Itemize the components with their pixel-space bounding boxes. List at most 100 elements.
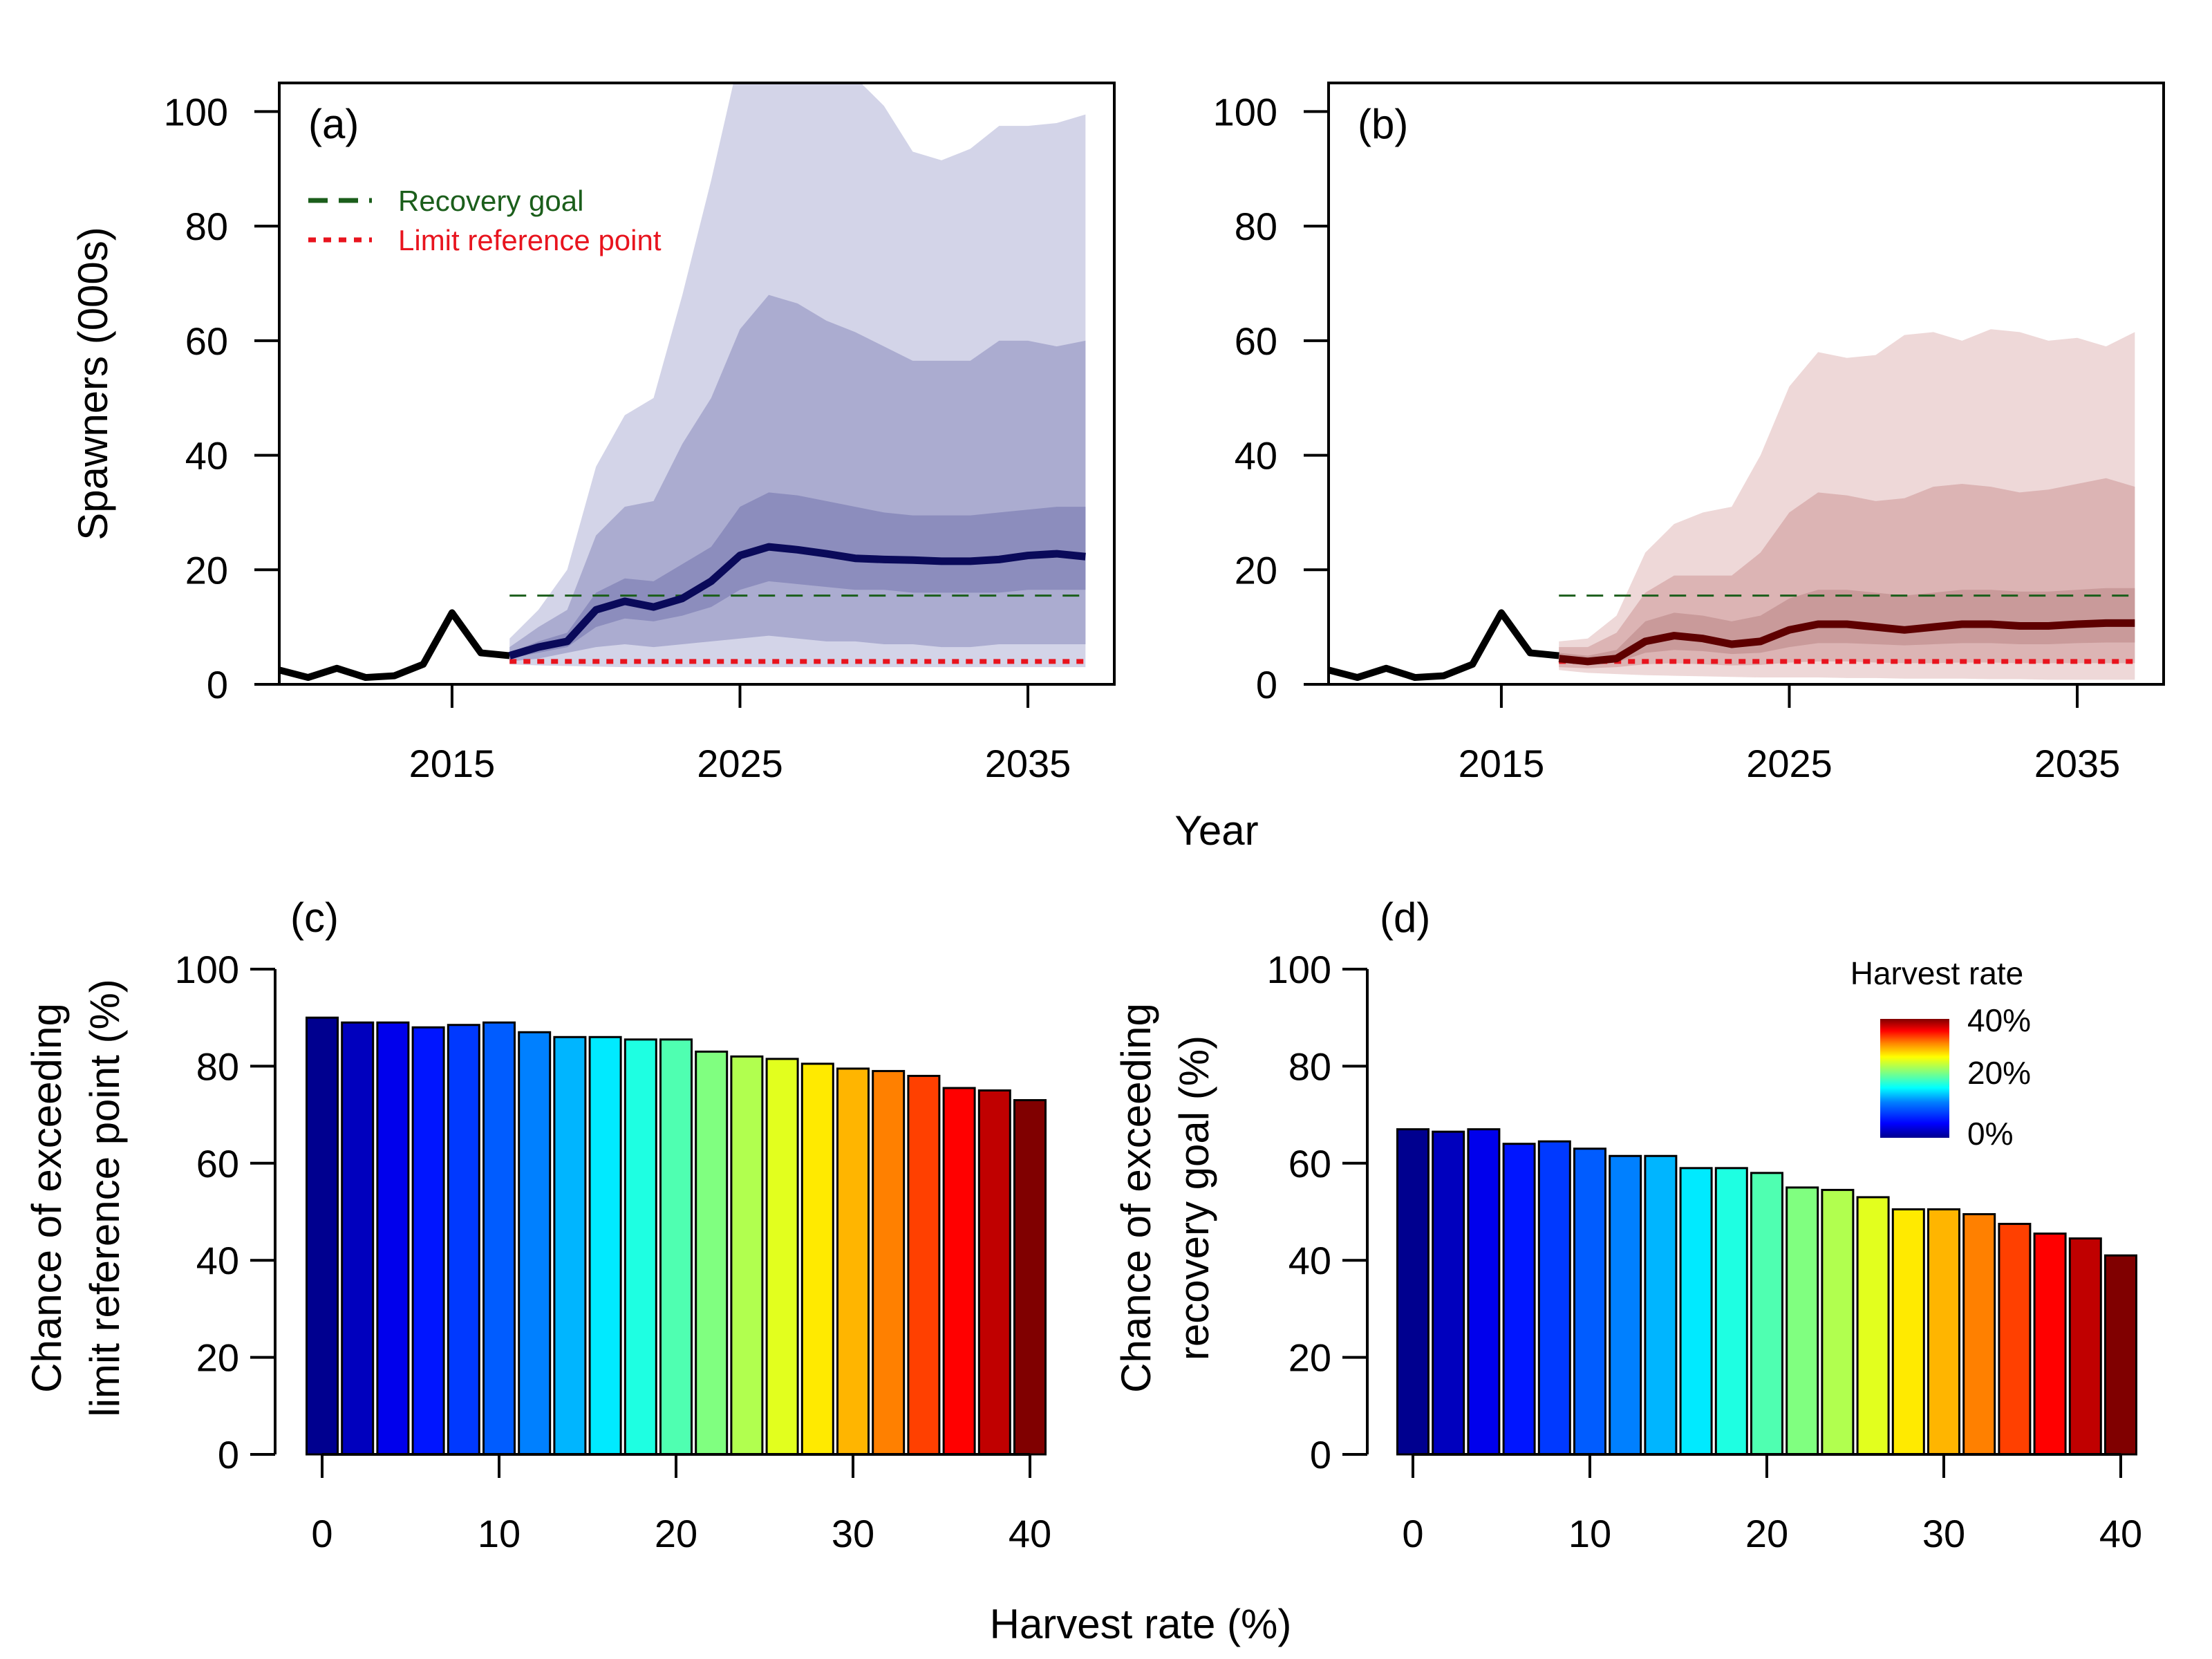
panel-a-frame: [278, 82, 1116, 686]
y-tick-label: 80: [196, 1044, 239, 1088]
y-tick-label: 60: [1288, 1142, 1331, 1185]
panel-c-letter: (c): [290, 894, 339, 941]
bar-harvest-30: [1927, 1208, 1960, 1456]
colorbar-gradient: [1880, 1019, 1949, 1138]
bar-harvest-26: [1856, 1196, 1890, 1456]
panel-a-projection-bands: [509, 83, 1086, 668]
bar-harvest-20: [659, 1038, 693, 1456]
bar-harvest-8: [1537, 1140, 1571, 1456]
panel-a-lines: [278, 543, 1086, 682]
year-axis-title: Year: [1174, 807, 1258, 854]
bar-harvest-22: [695, 1050, 729, 1456]
panel-c-y-axis-title-line1: Chance of exceeding: [24, 1003, 70, 1393]
panel-a: 0 20 40 60 80 100 2015 2025 2035 (a) Recovery go…: [70, 82, 1116, 785]
panel-a-legend: Recovery goal Limit reference point: [308, 185, 662, 256]
x-tick-label: 0: [1402, 1512, 1423, 1555]
bar-harvest-24: [1821, 1188, 1855, 1456]
x-tick-label: 40: [1009, 1512, 1051, 1555]
panel-b-axes: 0 20 40 60 80 100 2015 2025 2035: [1213, 90, 2121, 785]
panel-a-axes: 0 20 40 60 80 100 2015 2025 2035: [164, 90, 1071, 785]
y-tick-label: 0: [207, 663, 228, 706]
x-tick-label: 0: [311, 1512, 332, 1555]
x-tick-label: 2035: [2034, 742, 2121, 785]
panel-d-y-axis-title-line1: Chance of exceeding: [1113, 1003, 1159, 1393]
panel-a-letter: (a): [308, 101, 359, 147]
y-tick-label: 40: [196, 1239, 239, 1282]
bar-harvest-10: [1573, 1147, 1606, 1456]
observed-spawners-line: [1327, 609, 1559, 682]
x-tick-label: 30: [832, 1512, 874, 1555]
panel-d: 0 20 40 60 80 100 0 10 20 30 40 (d) Chance of exce…: [1113, 894, 2142, 1555]
bar-harvest-34: [1998, 1223, 2032, 1456]
y-tick-label: 20: [1288, 1336, 1331, 1380]
y-tick-label: 100: [164, 90, 228, 133]
bar-harvest-4: [1467, 1128, 1501, 1456]
panel-b-frame: [1327, 82, 2165, 686]
bar-harvest-32: [1962, 1213, 1996, 1456]
y-tick-label: 80: [1235, 205, 1277, 248]
x-tick-label: 20: [655, 1512, 697, 1555]
bar-harvest-18: [624, 1038, 657, 1456]
bar-harvest-32: [872, 1069, 906, 1456]
bar-harvest-40: [2104, 1254, 2137, 1456]
colorbar-label-40: 40%: [1967, 1002, 2031, 1038]
y-tick-label: 20: [185, 548, 228, 592]
x-tick-label: 30: [1922, 1512, 1965, 1555]
bar-harvest-4: [376, 1021, 410, 1456]
panel-b-reference-lines: [1559, 594, 2135, 664]
bar-harvest-36: [2033, 1232, 2067, 1456]
panel-a-reference-lines: [509, 594, 1086, 664]
harvest-rate-axis-title: Harvest rate (%): [990, 1601, 1292, 1647]
projection-band-inner: [509, 492, 1086, 659]
x-tick-label: 10: [1568, 1512, 1611, 1555]
bar-harvest-30: [836, 1067, 870, 1456]
bar-harvest-6: [411, 1026, 445, 1456]
y-tick-label: 40: [1288, 1239, 1331, 1282]
bar-harvest-12: [518, 1031, 552, 1456]
colorbar-label-20: 20%: [1967, 1055, 2031, 1091]
bar-harvest-14: [553, 1035, 587, 1456]
y-tick-label: 100: [1213, 90, 1277, 133]
y-tick-label: 0: [1310, 1433, 1331, 1477]
y-tick-label: 80: [185, 205, 228, 248]
bar-harvest-8: [447, 1024, 480, 1456]
x-tick-label: 20: [1745, 1512, 1788, 1555]
bar-harvest-16: [1679, 1167, 1713, 1456]
y-tick-label: 0: [1256, 663, 1277, 706]
bar-harvest-34: [907, 1074, 941, 1456]
y-tick-label: 20: [1235, 548, 1277, 592]
bar-harvest-10: [482, 1021, 516, 1456]
median-projection-line: [508, 543, 1086, 659]
y-tick-label: 40: [185, 434, 228, 478]
panel-c: 0 20 40 60 80 100 0 10 20 30 40 (c) Chance of exce…: [24, 894, 1051, 1555]
panel-c-y-axis-title-line2: limit reference point (%): [82, 979, 128, 1417]
panel-d-letter: (d): [1380, 894, 1430, 941]
panel-b-letter: (b): [1358, 101, 1408, 147]
bar-harvest-2: [1432, 1130, 1465, 1456]
bar-harvest-36: [942, 1087, 976, 1456]
bar-harvest-24: [730, 1055, 764, 1456]
y-tick-label: 80: [1288, 1044, 1331, 1088]
bar-harvest-6: [1502, 1143, 1536, 1456]
bar-harvest-14: [1644, 1154, 1678, 1456]
y-tick-label: 60: [196, 1142, 239, 1185]
bar-harvest-18: [1714, 1167, 1748, 1456]
y-tick-label: 0: [218, 1433, 239, 1477]
panel-b-lines: [1327, 609, 2135, 682]
panel-d-bars: [1396, 1128, 2137, 1456]
bar-harvest-28: [1891, 1208, 1925, 1456]
panel-c-axes: 0 20 40 60 80 100 0 10 20 30 40: [175, 948, 1052, 1555]
panel-d-axes: 0 20 40 60 80 100 0 10 20 30 40: [1267, 948, 2143, 1555]
legend-limit-reference-label: Limit reference point: [398, 224, 662, 256]
legend-recovery-goal-label: Recovery goal: [398, 185, 583, 217]
y-tick-label: 60: [185, 319, 228, 363]
panel-d-y-axis-title-line2: recovery goal (%): [1171, 1035, 1217, 1360]
bar-harvest-12: [1609, 1154, 1642, 1456]
x-tick-label: 2025: [1746, 742, 1833, 785]
panel-b: 0 20 40 60 80 100 2015 2025 2035 (b): [1213, 82, 2165, 785]
x-tick-label: 40: [2099, 1512, 2142, 1555]
y-tick-label: 40: [1235, 434, 1277, 478]
bar-harvest-22: [1785, 1186, 1819, 1456]
bar-harvest-0: [1396, 1128, 1430, 1456]
